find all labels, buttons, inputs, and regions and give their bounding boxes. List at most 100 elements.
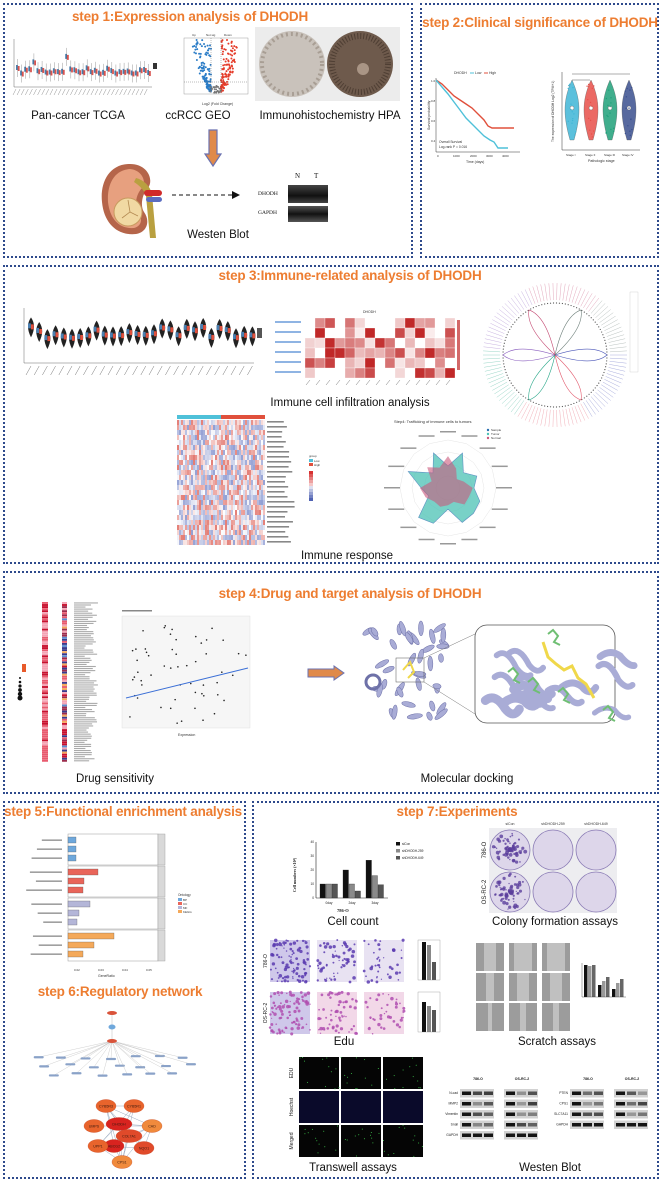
heatmap-cell <box>213 530 215 535</box>
scratch-gap <box>514 943 532 971</box>
drug-name-label <box>74 651 94 653</box>
heatmap-cell <box>215 470 217 475</box>
colony <box>516 885 520 890</box>
edge <box>111 1040 183 1058</box>
cell-line-label: 786-O <box>473 1077 483 1081</box>
colony <box>504 894 507 897</box>
heatmap-cell <box>225 420 227 425</box>
heatmap-cell <box>197 470 199 475</box>
dendrogram-branch <box>528 354 556 401</box>
heatmap-cell <box>185 450 187 455</box>
heatmap-cell <box>193 435 195 440</box>
colony <box>495 850 500 855</box>
dendrogram-node <box>505 371 507 374</box>
stained-cell <box>300 1017 304 1020</box>
heatmap-cell <box>197 520 199 525</box>
heatmap-cell <box>205 505 207 510</box>
heatmap-cell <box>62 704 67 707</box>
volcano-point <box>202 66 205 69</box>
heatmap-cell <box>424 337 436 349</box>
stained-cell <box>275 947 278 950</box>
heatmap-cell <box>205 455 207 460</box>
stained-cell <box>342 951 346 955</box>
dendrogram-leaf <box>608 367 626 372</box>
radar-axis-label <box>440 543 456 545</box>
heatmap-cell <box>227 440 229 445</box>
heatmap-cell <box>197 535 199 540</box>
stained-cell <box>317 967 320 970</box>
heatmap-cell <box>183 435 185 440</box>
protein-label: Snail <box>451 1123 459 1127</box>
stained-cell <box>379 1017 383 1021</box>
heatmap-cell <box>239 525 241 530</box>
ppi-node <box>95 1099 117 1113</box>
colony <box>508 853 513 857</box>
step4-panel <box>3 571 659 794</box>
protein-band <box>462 1133 471 1137</box>
colony <box>521 880 524 883</box>
heatmap-cell <box>261 485 263 490</box>
heatmap-cell <box>62 602 67 604</box>
scatter-xlabel: Expression <box>178 733 195 737</box>
stained-cell <box>292 941 297 945</box>
heatmap-cell <box>207 505 209 510</box>
heatmap-cell <box>197 540 199 545</box>
heatmap-cell <box>247 470 249 475</box>
protein-label: N-cad <box>449 1091 458 1095</box>
stained-cell <box>396 963 399 967</box>
dendrogram-leaf <box>609 346 627 349</box>
heatmap-cell <box>249 510 251 515</box>
heatmap-cell <box>235 525 237 530</box>
volcano-point <box>230 57 233 60</box>
violin-point <box>591 105 593 107</box>
stained-cell <box>289 1000 291 1003</box>
heatmap-cell <box>253 440 255 445</box>
stained-cell <box>370 965 374 968</box>
colony <box>505 888 507 891</box>
heatmap-cell <box>217 455 219 460</box>
violin-ylabel: The expression of DHODH Log2 (TPM+1) <box>551 81 555 142</box>
heatmap-cell <box>207 430 209 435</box>
drug-name-label <box>74 612 93 614</box>
heatmap-cell <box>199 540 201 545</box>
box-tumor <box>67 54 69 60</box>
row-label <box>275 371 301 373</box>
box-high <box>145 332 149 338</box>
heatmap-cell <box>227 470 229 475</box>
colony <box>514 846 517 848</box>
heatmap-cell <box>197 430 199 435</box>
stained-cell <box>283 947 285 949</box>
heatmap-cell <box>195 450 197 455</box>
heatmap-cell <box>253 500 255 505</box>
heatmap-cell <box>189 475 191 480</box>
heatmap-cell <box>241 450 243 455</box>
heatmap-cell <box>253 475 255 480</box>
heatmap-cell <box>217 480 219 485</box>
box-normal <box>28 66 31 72</box>
box-normal <box>85 65 88 71</box>
heatmap-cell <box>193 420 195 425</box>
tick-label <box>53 88 58 96</box>
blot-strip <box>460 1120 494 1129</box>
heatmap-cell <box>247 505 249 510</box>
heatmap-cell <box>221 515 223 520</box>
heatmap-cell <box>183 540 185 545</box>
violin-point <box>570 108 572 111</box>
heatmap-cell <box>237 520 239 525</box>
heatmap-cell <box>217 515 219 520</box>
heatmap-cell <box>245 540 247 545</box>
heatmap-cell <box>211 435 213 440</box>
heatmap-cell <box>191 530 193 535</box>
fluorescent-cell <box>358 1134 360 1136</box>
dendrogram-node <box>552 302 555 304</box>
heatmap-cell <box>225 510 227 515</box>
dendrogram-node <box>596 384 598 387</box>
heatmap-cell <box>219 515 221 520</box>
dendrogram-node <box>503 345 505 347</box>
heatmap-cell <box>199 430 201 435</box>
colony <box>515 883 520 887</box>
heatmap-cell <box>179 450 181 455</box>
heatmap-cell <box>203 465 205 470</box>
gene-node <box>55 1056 66 1059</box>
volcano-point <box>205 51 208 54</box>
